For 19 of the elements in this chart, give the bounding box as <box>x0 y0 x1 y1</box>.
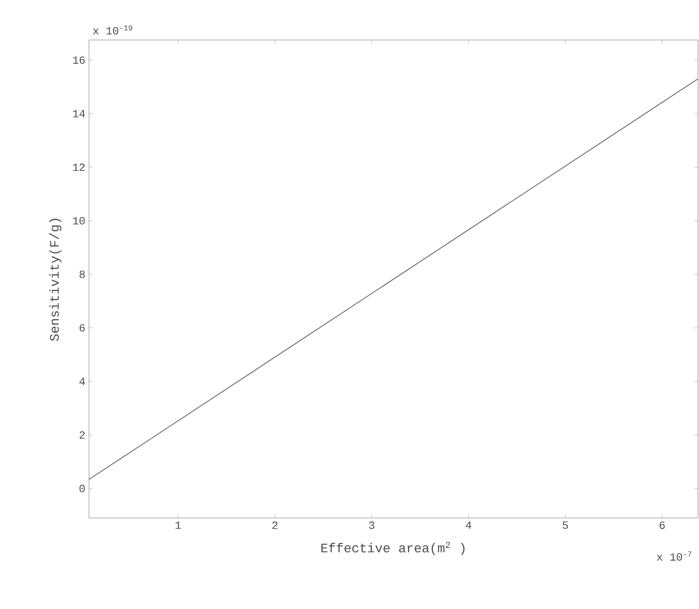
text: x 10$^{-7}$ <box>656 552 692 561</box>
y-tick-label: 4 <box>79 378 85 386</box>
x-tick-label: 1 <box>176 522 181 529</box>
x-tick-label: 6 <box>660 522 665 529</box>
y-tick-label: 2 <box>80 431 85 439</box>
text: x 10$^{-19}$ <box>93 25 132 34</box>
text: Effective area(m$^{2}$ ) <box>321 542 465 555</box>
y-tick-label: 12 <box>73 164 85 171</box>
y-axis-title: Sensitivity(F/g) <box>49 218 62 341</box>
y-tick-label: 10 <box>73 217 85 224</box>
y-tick-label: 8 <box>80 270 85 278</box>
x-tick-label: 2 <box>272 522 278 529</box>
y-tick-label: 16 <box>73 56 85 64</box>
x-tick-label: 3 <box>369 522 374 529</box>
y-tick-label: 14 <box>73 110 85 118</box>
y-tick-label: 0 <box>80 484 85 492</box>
y-tick-label: 6 <box>80 324 85 332</box>
x-tick-label: 5 <box>562 522 568 529</box>
x-tick-label: 4 <box>466 522 472 529</box>
